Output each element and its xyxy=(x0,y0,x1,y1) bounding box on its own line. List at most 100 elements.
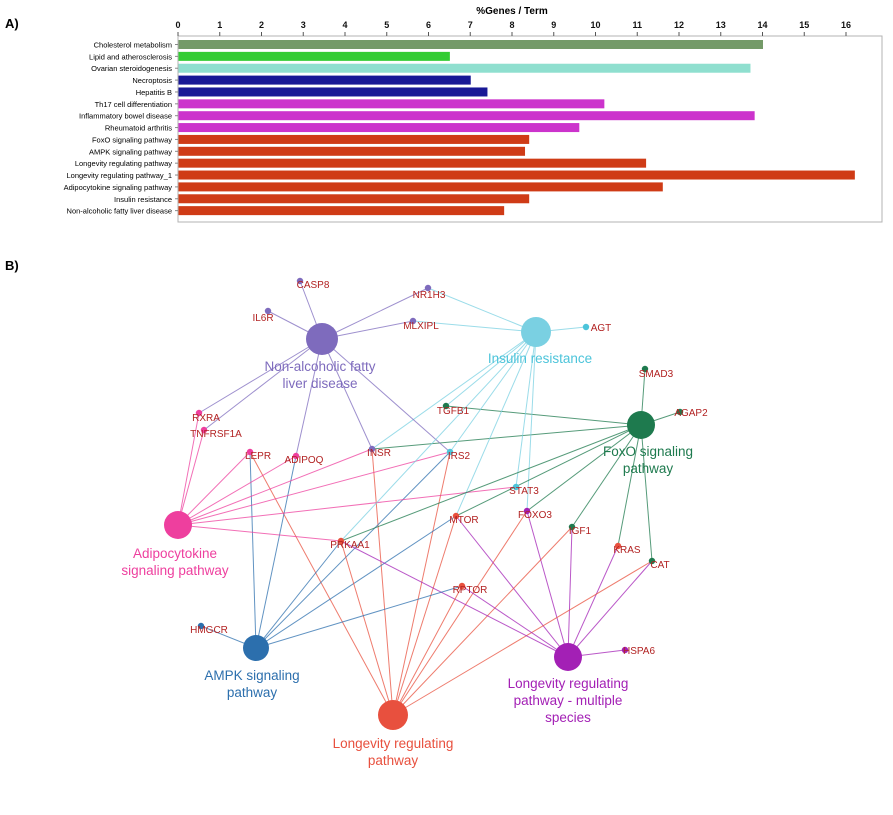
edge xyxy=(526,510,569,658)
hub-node-foxo xyxy=(627,411,655,439)
hub-node-ampk xyxy=(243,635,269,661)
gene-label: HSPA6 xyxy=(623,646,655,657)
hub-label-ampk: AMPK signaling pathway xyxy=(204,668,299,700)
hub-node-insulin xyxy=(521,317,551,347)
category-label: Cholesterol metabolism xyxy=(94,41,172,50)
category-label: Hepatitis B xyxy=(136,88,172,97)
chart-title: %Genes / Term xyxy=(476,6,548,17)
hub-label-nafld: Non-alcoholic fatty liver disease xyxy=(264,359,375,391)
gene-node xyxy=(197,622,205,630)
panel-a-label: A) xyxy=(5,16,19,31)
gene-label: CAT xyxy=(650,560,669,571)
bar xyxy=(178,194,530,204)
gene-node xyxy=(442,402,450,410)
gene-node xyxy=(648,557,656,565)
gene-node xyxy=(337,537,345,545)
category-label: Necroptosis xyxy=(132,76,172,85)
gene-label: RXRA xyxy=(192,413,220,424)
x-tick-label: 7 xyxy=(468,20,473,30)
edge xyxy=(203,338,323,431)
edge xyxy=(177,412,200,526)
gene-node xyxy=(195,409,203,417)
gene-node xyxy=(292,452,300,460)
gene-label: LEPR xyxy=(245,451,271,462)
x-tick-label: 1 xyxy=(217,20,222,30)
bar xyxy=(178,75,471,85)
x-tick-label: 8 xyxy=(509,20,514,30)
edge xyxy=(412,320,537,333)
edge xyxy=(571,424,642,528)
hub-node-adipo xyxy=(164,511,192,539)
gene-label: HMGCR xyxy=(190,625,228,636)
edge xyxy=(392,451,451,716)
x-tick-label: 2 xyxy=(259,20,264,30)
gene-node xyxy=(523,507,531,515)
hub-node-longevity xyxy=(378,700,408,730)
gene-label: TGFB1 xyxy=(437,406,470,417)
bar xyxy=(178,63,751,73)
category-label: FoxO signaling pathway xyxy=(92,135,172,144)
gene-label: IRS2 xyxy=(448,451,471,462)
edge xyxy=(321,287,429,340)
edge xyxy=(371,331,537,450)
gene-node xyxy=(424,284,432,292)
gene-node xyxy=(582,323,590,331)
edge xyxy=(249,451,394,716)
edge xyxy=(340,424,642,542)
edge xyxy=(455,331,537,517)
gene-node xyxy=(676,408,684,416)
edge xyxy=(177,448,373,526)
edge xyxy=(526,331,537,512)
gene-node xyxy=(452,512,460,520)
edge xyxy=(392,526,573,716)
gene-node xyxy=(621,646,629,654)
gene-label: AGAP2 xyxy=(674,408,708,419)
gene-node xyxy=(264,307,272,315)
gene-node xyxy=(458,582,466,590)
gene-node xyxy=(641,365,649,373)
edge xyxy=(177,451,251,526)
gene-label: AGT xyxy=(591,323,612,334)
edge xyxy=(177,455,297,526)
bar xyxy=(178,170,855,180)
edge xyxy=(295,338,323,457)
edge xyxy=(177,486,517,526)
bar xyxy=(178,146,526,156)
gene-node xyxy=(614,542,622,550)
edge xyxy=(515,331,537,488)
gene-label: FOXO3 xyxy=(518,510,552,521)
x-tick-label: 11 xyxy=(632,20,642,30)
edge xyxy=(392,510,528,716)
edge xyxy=(340,331,537,542)
gene-label: MTOR xyxy=(449,515,478,526)
bar xyxy=(178,87,488,97)
category-label: Longevity regulating pathway xyxy=(75,159,172,168)
gene-label: TNFRSF1A xyxy=(190,429,242,440)
gene-label: IGF1 xyxy=(569,526,592,537)
x-tick-label: 12 xyxy=(674,20,684,30)
gene-node xyxy=(568,523,576,531)
bar xyxy=(178,206,505,216)
gene-node xyxy=(409,317,417,325)
edge xyxy=(371,424,642,450)
x-tick-label: 10 xyxy=(590,20,600,30)
bar xyxy=(178,40,763,49)
edge xyxy=(567,560,653,658)
gene-node xyxy=(200,426,208,434)
category-label: Adipocytokine signaling pathway xyxy=(64,183,173,192)
gene-label: CASP8 xyxy=(297,280,330,291)
edge xyxy=(177,429,205,526)
x-tick-label: 4 xyxy=(342,20,347,30)
edge xyxy=(321,338,373,450)
edge xyxy=(198,338,323,414)
edge xyxy=(526,424,642,512)
edge xyxy=(177,451,451,526)
gene-label: NR1H3 xyxy=(413,290,446,301)
edge xyxy=(455,424,642,517)
category-label: Rheumatoid arthritis xyxy=(105,124,172,133)
network-diagram: Non-alcoholic fatty liver disease Insulin … xyxy=(121,277,708,768)
edge xyxy=(255,585,463,649)
edge xyxy=(567,545,619,658)
gene-label: RPTOR xyxy=(453,585,488,596)
